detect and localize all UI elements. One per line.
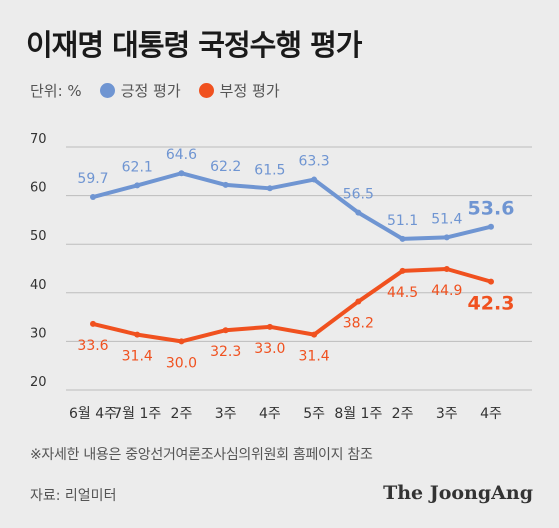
y-tick-label: 20: [30, 375, 47, 390]
data-point-negative: [443, 265, 450, 272]
y-tick-label: 40: [30, 278, 47, 293]
data-point-positive: [443, 234, 450, 241]
data-point-positive: [399, 235, 406, 242]
source-credit: 자료: 리얼미터: [30, 488, 117, 504]
series-line-positive: [91, 171, 493, 241]
data-point-positive: [355, 209, 362, 216]
data-label-negative: 44.9: [431, 283, 462, 299]
y-tick-label: 60: [30, 181, 47, 196]
data-label-positive: 62.1: [122, 159, 153, 175]
data-point-negative: [222, 327, 229, 334]
x-tick-label: 4주: [480, 406, 502, 422]
legend: 단위: % 긍정 평가 부정 평가: [30, 80, 280, 101]
brand-logo: The JoongAng: [383, 482, 533, 504]
data-point-negative: [355, 298, 362, 305]
data-label-negative: 38.2: [343, 316, 374, 332]
y-tick-label: 70: [30, 132, 47, 147]
data-label-negative: 33.6: [77, 338, 108, 354]
series-line-negative: [91, 266, 493, 344]
x-tick-label: 5주: [303, 406, 325, 422]
x-tick-label: 4주: [259, 406, 281, 422]
legend-item-negative: 부정 평가: [198, 80, 280, 101]
legend-dot-negative: [198, 83, 214, 98]
data-label-positive: 53.6: [468, 198, 515, 220]
data-point-negative: [134, 331, 141, 338]
x-tick-label: 6월 4주: [69, 406, 117, 422]
data-point-negative: [311, 331, 318, 338]
chart-title: 이재명 대통령 국정수행 평가: [26, 28, 362, 62]
data-label-negative: 42.3: [468, 293, 515, 315]
data-point-negative: [90, 320, 96, 327]
data-point-negative: [488, 278, 494, 285]
data-label-positive: 56.5: [343, 187, 374, 203]
legend-label-positive: 긍정 평가: [120, 82, 181, 100]
data-point-positive: [488, 223, 494, 230]
data-label-positive: 64.6: [166, 147, 197, 163]
data-point-positive: [222, 181, 229, 188]
data-label-negative: 30.0: [166, 355, 197, 371]
data-label-negative: 31.4: [299, 349, 330, 365]
data-label-positive: 51.4: [431, 211, 462, 227]
x-tick-label: 2주: [171, 406, 193, 422]
legend-item-positive: 긍정 평가: [99, 80, 181, 101]
data-label-negative: 44.5: [387, 285, 418, 301]
data-label-positive: 61.5: [254, 162, 285, 178]
footnote: ※자세한 내용은 중앙선거여론조사심의위원회 홈페이지 참조: [30, 447, 373, 463]
data-point-positive: [311, 176, 318, 183]
data-point-negative: [178, 338, 185, 345]
data-label-positive: 51.1: [387, 213, 418, 229]
x-tick-label: 7월 1주: [113, 406, 161, 422]
data-label-negative: 31.4: [122, 349, 153, 365]
data-point-positive: [178, 170, 185, 177]
legend-dot-positive: [99, 83, 115, 98]
y-tick-label: 30: [30, 326, 47, 341]
x-tick-label: 3주: [215, 406, 237, 422]
unit-label: 단위: %: [30, 82, 82, 100]
data-point-negative: [399, 267, 406, 274]
x-tick-label: 8월 1주: [334, 406, 382, 422]
data-label-positive: 63.3: [299, 154, 330, 170]
data-label-negative: 32.3: [210, 344, 241, 360]
data-point-positive: [90, 194, 96, 201]
data-point-positive: [134, 182, 141, 189]
data-label-positive: 59.7: [77, 171, 108, 187]
legend-label-negative: 부정 평가: [219, 82, 280, 100]
x-tick-label: 2주: [392, 406, 414, 422]
data-label-positive: 62.2: [210, 159, 241, 175]
data-point-positive: [266, 185, 273, 192]
data-point-negative: [266, 323, 273, 330]
data-label-negative: 33.0: [254, 341, 285, 357]
x-tick-label: 3주: [436, 406, 458, 422]
y-tick-label: 50: [30, 229, 47, 244]
